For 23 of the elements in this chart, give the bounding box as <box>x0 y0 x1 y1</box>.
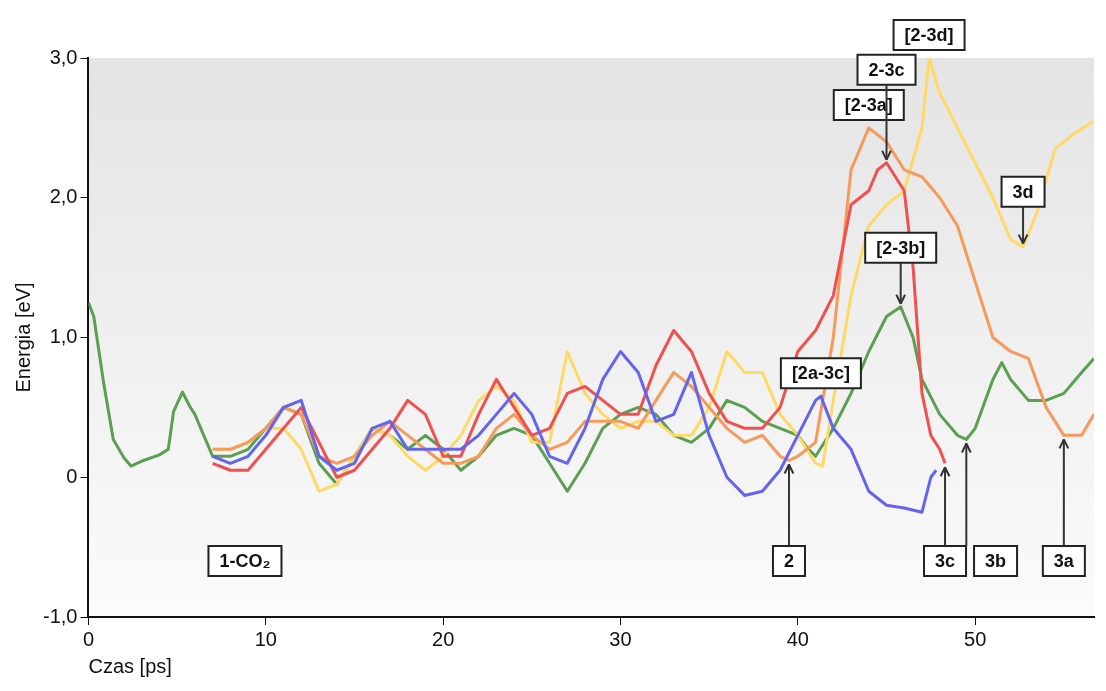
x-tick-label: 0 <box>82 627 95 650</box>
annotation: [2-3d] <box>904 24 954 45</box>
annotation: 2-3c <box>868 59 905 80</box>
annotation: 3c <box>935 551 956 572</box>
y-tick-label: 2,0 <box>49 185 78 208</box>
annotation: 3a <box>1053 551 1075 572</box>
x-tick-label: 10 <box>254 627 277 650</box>
y-tick-label: 1,0 <box>49 325 78 348</box>
y-tick-label: 0 <box>66 464 78 487</box>
annotation: [2a-3c] <box>791 363 850 384</box>
x-axis-title: Czas [ps] <box>88 654 172 677</box>
x-tick-label: 40 <box>786 627 809 650</box>
x-tick-label: 30 <box>609 627 632 650</box>
y-tick-label: -1,0 <box>42 604 78 627</box>
x-tick-label: 50 <box>964 627 987 650</box>
y-axis-title: Energia [eV] <box>11 282 34 393</box>
x-tick-label: 20 <box>432 627 455 650</box>
annotation: 3d <box>1012 181 1034 202</box>
annotation: 3b <box>985 551 1007 572</box>
annotation: [2-3b] <box>876 237 926 258</box>
annotation: 2 <box>783 551 794 572</box>
annotation: 1-CO₂ <box>219 551 271 572</box>
y-tick-label: 3,0 <box>49 45 78 68</box>
